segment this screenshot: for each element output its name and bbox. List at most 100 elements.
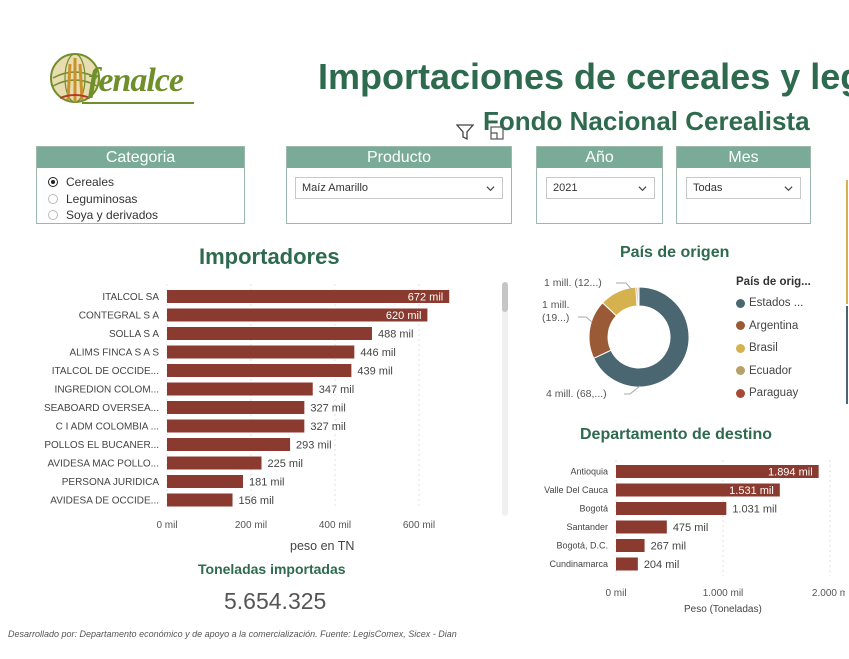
filter-icon[interactable]: [456, 123, 474, 141]
radio-option-soya[interactable]: Soya y derivados: [37, 207, 244, 224]
bar: [167, 327, 372, 340]
pais-donut-chart: 1 mill. (12...) 1 mill.(19...) 4 mill. (68…: [542, 277, 690, 400]
footer-note: Desarrollado por: Departamento económico…: [8, 629, 457, 639]
bar: [616, 483, 780, 497]
producto-dropdown[interactable]: Maíz Amarillo: [295, 177, 503, 199]
chart-scrollbar-thumb[interactable]: [502, 282, 508, 312]
x-tick-label: 200 mil: [235, 520, 267, 530]
slice-callout-brasil: 1 mill. (12...): [544, 277, 602, 289]
bar: [167, 364, 352, 377]
pais-title: País de origen: [620, 244, 730, 261]
radio-icon[interactable]: [48, 210, 58, 221]
bar: [167, 345, 355, 359]
page-subtitle: Fondo Nacional Cerealista: [483, 106, 810, 136]
category-label: Bogotá, D.C.: [556, 541, 608, 551]
focus-mode-icon[interactable]: [490, 126, 504, 140]
slicer-categoria: Categoria Cereales Leguminosas Soya y de…: [36, 146, 245, 224]
legend-item[interactable]: Argentina: [736, 315, 811, 338]
wheat-globe-icon: [50, 53, 100, 103]
legend-item[interactable]: Estados ...: [736, 292, 811, 315]
slicer-mes-title: Mes: [677, 147, 810, 168]
legend-item[interactable]: Brasil: [736, 337, 811, 360]
anio-dropdown[interactable]: 2021: [546, 177, 655, 199]
data-label: 475 mil: [673, 522, 708, 534]
data-label: 1.531 mil: [729, 485, 774, 497]
legend-label: Paraguay: [749, 387, 799, 400]
bar: [167, 438, 291, 451]
category-label: AVIDESA MAC POLLO...: [47, 459, 159, 470]
bar: [167, 401, 305, 414]
data-label: 347 mil: [319, 384, 354, 396]
bar: [167, 308, 428, 322]
bar: [167, 382, 313, 396]
legend-dot-icon: [736, 298, 745, 308]
legend-label: Estados ...: [749, 297, 804, 310]
legend-item[interactable]: Paraguay: [736, 382, 811, 405]
slicer-producto: Producto Maíz Amarillo: [286, 146, 512, 224]
callout-line: [616, 282, 633, 291]
category-label: Antioquia: [570, 467, 608, 477]
radio-option-cereales[interactable]: Cereales: [37, 174, 244, 191]
legend-dot-icon: [736, 388, 745, 398]
kpi-label: Toneladas importadas: [198, 561, 346, 577]
radio-icon[interactable]: [48, 193, 58, 204]
logo-wordmark: fenalce: [88, 62, 184, 99]
bar: [167, 493, 233, 507]
radio-selected-icon[interactable]: [48, 177, 58, 188]
radio-option-leguminosas[interactable]: Leguminosas: [37, 191, 244, 208]
slicer-categoria-title: Categoria: [37, 147, 244, 168]
data-label: 327 mil: [310, 403, 345, 415]
data-label: 672 mil: [408, 292, 443, 304]
category-label: Valle Del Cauca: [544, 485, 608, 495]
bar: [167, 419, 305, 433]
fenalce-logo: fenalce: [48, 48, 198, 110]
category-label: CONTEGRAL S A: [79, 311, 160, 322]
category-label: AVIDESA DE OCCIDE...: [50, 496, 159, 507]
mes-dropdown-value: Todas: [693, 182, 723, 194]
slice-callout-argentina: (19...): [542, 312, 569, 324]
offscreen-visual-edge: [846, 306, 848, 404]
data-label: 1.031 mil: [732, 504, 777, 516]
bar: [616, 502, 727, 515]
legend-item[interactable]: Ecuador: [736, 360, 811, 383]
producto-dropdown-value: Maíz Amarillo: [302, 182, 369, 194]
chart-scrollbar[interactable]: [502, 282, 508, 516]
slicer-mes: Mes Todas: [676, 146, 811, 224]
x-tick-label: 400 mil: [319, 520, 351, 530]
chevron-down-icon[interactable]: [784, 184, 793, 193]
radio-label: Cereales: [66, 175, 115, 190]
category-label: ITALCOL SA: [102, 292, 159, 303]
slicer-anio: Año 2021: [536, 146, 663, 224]
category-label: ITALCOL DE OCCIDE...: [52, 366, 159, 377]
category-label: Bogotá: [579, 504, 608, 514]
category-label: SOLLA S A: [109, 329, 159, 340]
category-label: Santander: [566, 522, 608, 532]
callout-line: [578, 316, 593, 323]
departamento-bar-chart: 0 mil 1.000 mil 2.000 m Antioquia 1.894 mil V…: [544, 460, 845, 599]
data-label: 439 mil: [357, 366, 392, 378]
departamento-title: Departamento de destino: [580, 426, 773, 443]
offscreen-visual-edge: [846, 180, 848, 304]
legend-label: Brasil: [749, 342, 778, 355]
page-title: Importaciones de cereales y legu: [318, 56, 849, 97]
mes-dropdown[interactable]: Todas: [686, 177, 801, 199]
category-label: PERSONA JURIDICA: [62, 477, 160, 488]
importadores-bar-chart: 0 mil 200 mil 400 mil 600 mil ITALCOL SA 672 …: [44, 284, 450, 530]
data-label: 225 mil: [268, 458, 303, 470]
chevron-down-icon[interactable]: [638, 184, 647, 193]
x-tick-label: 0 mil: [605, 588, 626, 599]
data-label: 181 mil: [249, 477, 284, 489]
chevron-down-icon[interactable]: [486, 184, 495, 193]
legend-label: Ecuador: [749, 364, 792, 377]
radio-label: Leguminosas: [66, 191, 138, 206]
bar: [616, 465, 819, 478]
x-tick-label: 600 mil: [403, 520, 435, 530]
slicer-producto-title: Producto: [287, 147, 511, 168]
data-label: 1.894 mil: [768, 467, 813, 479]
bar: [167, 456, 262, 470]
pais-legend-title: País de orig...: [736, 276, 811, 288]
data-label: 327 mil: [310, 421, 345, 433]
bar: [167, 290, 450, 303]
legend-label: Argentina: [749, 319, 799, 332]
departamento-x-axis-title: Peso (Toneladas): [684, 604, 762, 615]
